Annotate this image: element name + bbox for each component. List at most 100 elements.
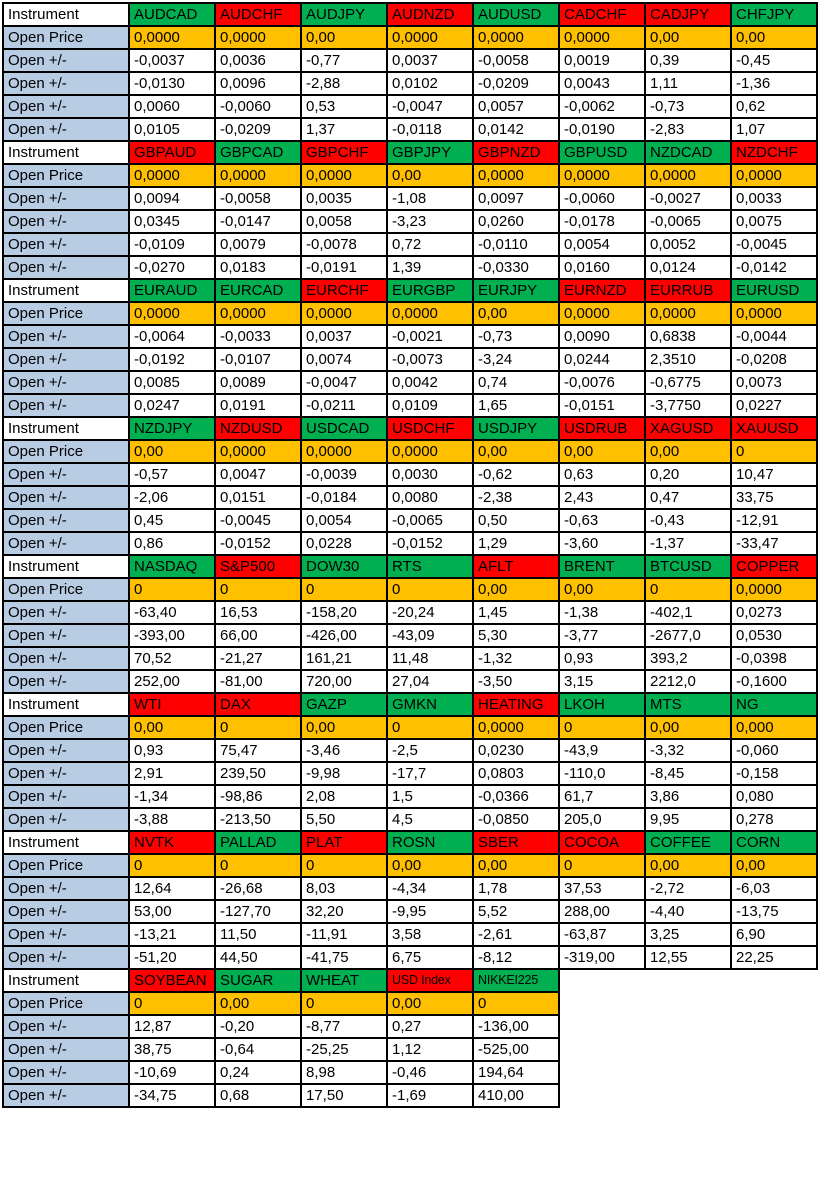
open-change-cell[interactable]: -11,91	[300, 922, 388, 947]
open-change-label-cell[interactable]: Open +/-	[2, 738, 130, 763]
instrument-header-cell[interactable]: SUGAR	[214, 968, 302, 993]
open-price-cell[interactable]: 0	[214, 715, 302, 740]
open-price-cell[interactable]: 0,0000	[214, 163, 302, 188]
open-change-label-cell[interactable]: Open +/-	[2, 945, 130, 970]
open-change-cell[interactable]: -0,0209	[214, 117, 302, 142]
instrument-header-cell[interactable]: WHEAT	[300, 968, 388, 993]
open-change-cell[interactable]: -0,0039	[300, 462, 388, 487]
open-price-cell[interactable]: 0,0000	[644, 301, 732, 326]
open-change-cell[interactable]: -402,1	[644, 600, 732, 625]
open-change-label-cell[interactable]: Open +/-	[2, 485, 130, 510]
open-change-cell[interactable]: 75,47	[214, 738, 302, 763]
open-change-cell[interactable]: 1,29	[472, 531, 560, 556]
open-change-cell[interactable]: 12,64	[128, 876, 216, 901]
instrument-header-cell[interactable]: NZDUSD	[214, 416, 302, 441]
open-change-cell[interactable]: -0,0027	[644, 186, 732, 211]
open-change-cell[interactable]: -0,0045	[730, 232, 818, 257]
open-price-cell[interactable]: 0,0000	[730, 301, 818, 326]
open-change-cell[interactable]: 1,45	[472, 600, 560, 625]
open-change-cell[interactable]: 0,0037	[300, 324, 388, 349]
open-change-cell[interactable]: -0,0037	[128, 48, 216, 73]
open-price-cell[interactable]: 0,00	[472, 853, 560, 878]
open-change-cell[interactable]: 0,0094	[128, 186, 216, 211]
open-change-label-cell[interactable]: Open +/-	[2, 370, 130, 395]
open-change-cell[interactable]: -0,0209	[472, 71, 560, 96]
open-change-cell[interactable]: 4,5	[386, 807, 474, 832]
open-change-cell[interactable]: -25,25	[300, 1037, 388, 1062]
open-change-cell[interactable]: -8,77	[300, 1014, 388, 1039]
open-change-label-cell[interactable]: Open +/-	[2, 807, 130, 832]
open-change-cell[interactable]: -0,0152	[214, 531, 302, 556]
open-change-cell[interactable]: -10,69	[128, 1060, 216, 1085]
open-change-cell[interactable]: -0,0047	[386, 94, 474, 119]
open-change-cell[interactable]: -0,0110	[472, 232, 560, 257]
open-change-label-cell[interactable]: Open +/-	[2, 94, 130, 119]
open-change-cell[interactable]: 0,0085	[128, 370, 216, 395]
instrument-header-cell[interactable]: DOW30	[300, 554, 388, 579]
open-change-cell[interactable]: 0,20	[644, 462, 732, 487]
open-change-cell[interactable]: 12,87	[128, 1014, 216, 1039]
open-change-cell[interactable]: -213,50	[214, 807, 302, 832]
open-change-label-cell[interactable]: Open +/-	[2, 531, 130, 556]
open-change-cell[interactable]: 66,00	[214, 623, 302, 648]
open-change-cell[interactable]: -0,64	[214, 1037, 302, 1062]
open-price-label-cell[interactable]: Open Price	[2, 25, 130, 50]
open-price-cell[interactable]: 0,00	[300, 715, 388, 740]
open-change-cell[interactable]: -0,0047	[300, 370, 388, 395]
open-change-cell[interactable]: 0,74	[472, 370, 560, 395]
instrument-header-cell[interactable]: ROSN	[386, 830, 474, 855]
open-change-label-cell[interactable]: Open +/-	[2, 761, 130, 786]
open-price-cell[interactable]: 0,0000	[386, 439, 474, 464]
open-change-cell[interactable]: 252,00	[128, 669, 216, 694]
open-price-cell[interactable]: 0	[558, 853, 646, 878]
open-change-cell[interactable]: -0,0118	[386, 117, 474, 142]
open-change-cell[interactable]: -0,0060	[214, 94, 302, 119]
open-change-cell[interactable]: 0,0054	[558, 232, 646, 257]
open-change-label-cell[interactable]: Open +/-	[2, 1083, 130, 1108]
open-change-cell[interactable]: 0,27	[386, 1014, 474, 1039]
open-change-cell[interactable]: 0,0036	[214, 48, 302, 73]
open-change-cell[interactable]: 0,0075	[730, 209, 818, 234]
open-change-cell[interactable]: -0,43	[644, 508, 732, 533]
instrument-header-cell[interactable]: S&P500	[214, 554, 302, 579]
open-change-cell[interactable]: -9,95	[386, 899, 474, 924]
open-change-cell[interactable]: 0,0019	[558, 48, 646, 73]
open-change-cell[interactable]: 17,50	[300, 1083, 388, 1108]
open-change-cell[interactable]: 0,0043	[558, 71, 646, 96]
instrument-header-cell[interactable]: AUDJPY	[300, 2, 388, 27]
open-change-cell[interactable]: 0,0079	[214, 232, 302, 257]
instrument-header-cell[interactable]: GMKN	[386, 692, 474, 717]
open-change-cell[interactable]: -8,12	[472, 945, 560, 970]
instrument-header-cell[interactable]: SBER	[472, 830, 560, 855]
open-change-cell[interactable]: 1,78	[472, 876, 560, 901]
open-change-cell[interactable]: -0,0178	[558, 209, 646, 234]
open-change-cell[interactable]: 0,0273	[730, 600, 818, 625]
open-change-cell[interactable]: 288,00	[558, 899, 646, 924]
open-change-cell[interactable]: 0,93	[558, 646, 646, 671]
open-change-label-cell[interactable]: Open +/-	[2, 209, 130, 234]
open-change-label-cell[interactable]: Open +/-	[2, 393, 130, 418]
open-change-cell[interactable]: -63,87	[558, 922, 646, 947]
instrument-header-cell[interactable]: AUDCAD	[128, 2, 216, 27]
open-change-label-cell[interactable]: Open +/-	[2, 1037, 130, 1062]
open-change-cell[interactable]: 2212,0	[644, 669, 732, 694]
open-change-cell[interactable]: 0,0054	[300, 508, 388, 533]
open-price-cell[interactable]: 0,00	[558, 439, 646, 464]
instrument-header-cell[interactable]: EURCHF	[300, 278, 388, 303]
open-change-cell[interactable]: 0,0247	[128, 393, 216, 418]
open-price-cell[interactable]: 0,00	[300, 25, 388, 50]
open-change-cell[interactable]: 6,90	[730, 922, 818, 947]
open-change-cell[interactable]: -2,83	[644, 117, 732, 142]
open-change-cell[interactable]: -34,75	[128, 1083, 216, 1108]
open-change-cell[interactable]: 0,0080	[386, 485, 474, 510]
open-change-cell[interactable]: -0,0208	[730, 347, 818, 372]
open-change-cell[interactable]: -13,75	[730, 899, 818, 924]
open-change-cell[interactable]: 1,11	[644, 71, 732, 96]
open-price-cell[interactable]: 0,00	[558, 577, 646, 602]
instrument-header-cell[interactable]: NG	[730, 692, 818, 717]
instrument-header-cell[interactable]: GBPUSD	[558, 140, 646, 165]
instrument-header-cell[interactable]: USDRUB	[558, 416, 646, 441]
instrument-header-cell[interactable]: EURCAD	[214, 278, 302, 303]
open-price-cell[interactable]: 0,0000	[558, 301, 646, 326]
open-change-cell[interactable]: 9,95	[644, 807, 732, 832]
